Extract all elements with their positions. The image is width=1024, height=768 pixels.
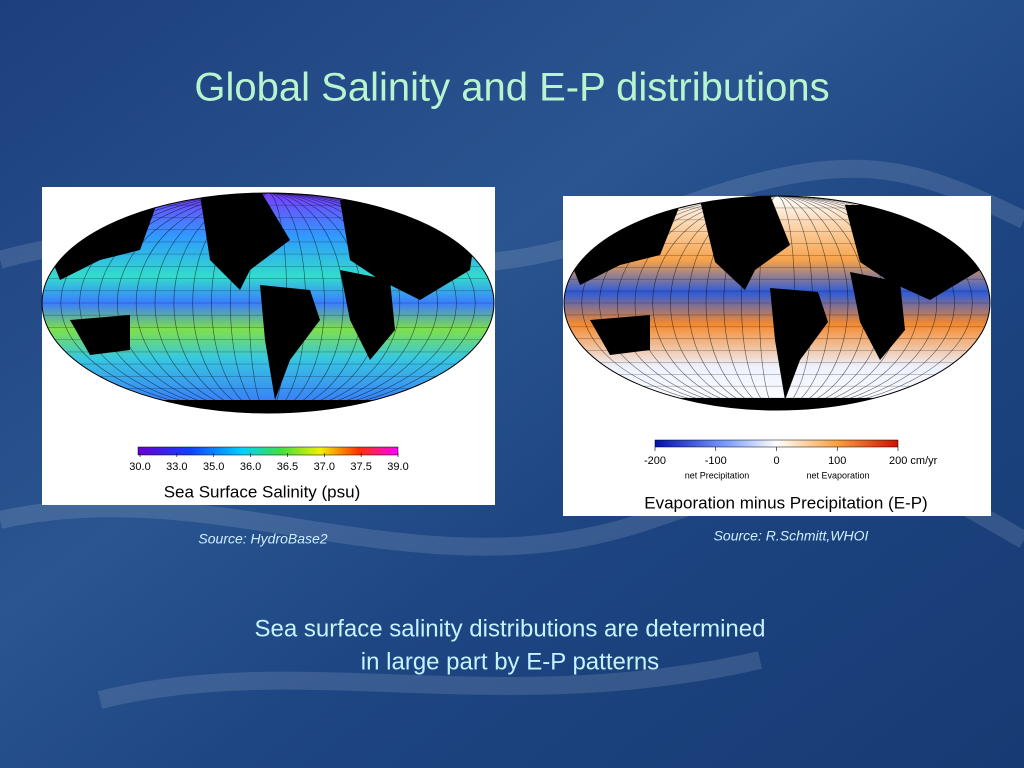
meridian xyxy=(230,193,306,413)
meridian xyxy=(723,196,831,410)
meridian xyxy=(581,196,973,410)
colorbar-label: 33.0 xyxy=(166,461,187,473)
figure-caption: Sea Surface Salinity (psu) xyxy=(164,482,361,501)
meridian xyxy=(599,196,955,410)
meridian xyxy=(135,193,401,413)
meridian xyxy=(581,196,973,410)
meridian xyxy=(670,196,884,410)
colorbar-label: 100 xyxy=(828,455,846,467)
meridian xyxy=(652,196,902,410)
meridian xyxy=(79,193,457,413)
meridian xyxy=(60,193,476,413)
meridian xyxy=(60,193,476,413)
meridian xyxy=(599,196,955,410)
colorbar-label: -100 xyxy=(705,455,727,467)
meridian xyxy=(211,193,325,413)
colorbar-label: 0 xyxy=(773,455,779,467)
meridian xyxy=(741,196,813,410)
colorbar-sublabel: net Evaporation xyxy=(806,470,869,480)
colorbar-label: 37.5 xyxy=(350,461,371,473)
colorbar-label: 36.0 xyxy=(240,461,261,473)
meridian xyxy=(173,193,363,413)
salinity-figure: 30.0 33.0 35.0 36.0 36.5 37.0 37.5 39.0 Sea Sur… xyxy=(41,187,495,505)
colorbar-label: 36.5 xyxy=(277,461,298,473)
source-note: Source: HydroBase2 xyxy=(198,531,327,547)
meridian xyxy=(616,196,938,410)
colorbar-label: 200 cm/yr xyxy=(889,455,938,467)
meridian xyxy=(230,193,306,413)
meridian xyxy=(248,193,288,413)
colorbar xyxy=(137,446,399,456)
colorbar xyxy=(654,439,899,448)
meridian xyxy=(154,193,382,413)
meridian xyxy=(98,193,438,413)
meridian xyxy=(211,193,325,413)
body-text: Sea surface salinity distributions are d… xyxy=(255,615,766,642)
map-grid xyxy=(42,193,494,413)
meridian xyxy=(705,196,849,410)
colorbar-label: 39.0 xyxy=(387,461,408,473)
meridian xyxy=(117,193,419,413)
meridian xyxy=(616,196,938,410)
meridian xyxy=(723,196,831,410)
source-note: Source: R.Schmitt,WHOI xyxy=(714,528,869,544)
meridian xyxy=(634,196,920,410)
meridian xyxy=(758,196,796,410)
colorbar-label: 35.0 xyxy=(203,461,224,473)
meridian xyxy=(192,193,344,413)
colorbar-sublabel: net Precipitation xyxy=(685,470,750,480)
meridian xyxy=(79,193,457,413)
meridian xyxy=(135,193,401,413)
ep-figure: -200 -100 0 100 200 cm/yr net Precipitation … xyxy=(563,195,991,516)
colorbar-label: 30.0 xyxy=(129,461,150,473)
meridian xyxy=(687,196,867,410)
meridian xyxy=(248,193,288,413)
figure-caption: Evaporation minus Precipitation (E-P) xyxy=(644,493,927,512)
meridian xyxy=(687,196,867,410)
meridian xyxy=(670,196,884,410)
meridian xyxy=(634,196,920,410)
meridian xyxy=(741,196,813,410)
colorbar-label: 37.0 xyxy=(314,461,335,473)
map-grid xyxy=(564,196,990,410)
colorbar-label: -200 xyxy=(644,455,666,467)
slide-title: Global Salinity and E-P distributions xyxy=(194,66,829,110)
meridian xyxy=(98,193,438,413)
meridian xyxy=(652,196,902,410)
meridian xyxy=(173,193,363,413)
meridian xyxy=(192,193,344,413)
body-text: in large part by E-P patterns xyxy=(361,648,659,675)
meridian xyxy=(705,196,849,410)
meridian xyxy=(758,196,796,410)
meridian xyxy=(154,193,382,413)
meridian xyxy=(117,193,419,413)
